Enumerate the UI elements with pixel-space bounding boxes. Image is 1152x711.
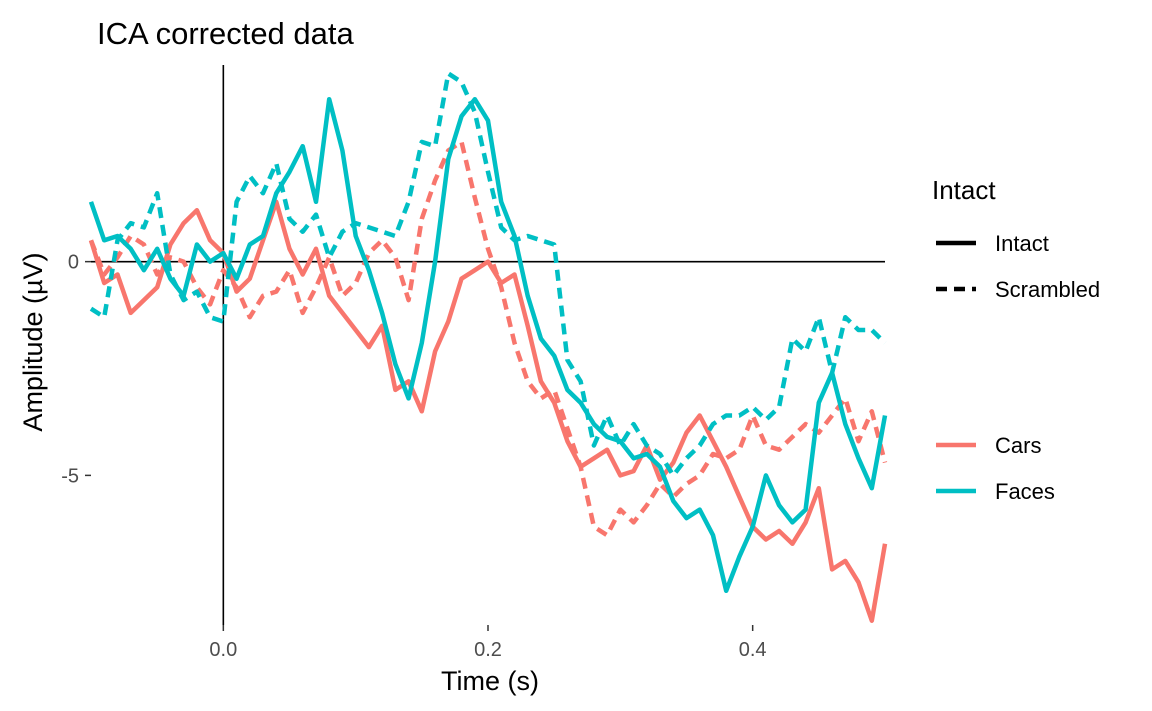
chart-title: ICA corrected data — [97, 16, 355, 51]
y-tick-label: 0 — [68, 252, 79, 274]
plot-area — [88, 65, 888, 625]
x-tick-label: 0.4 — [739, 639, 767, 661]
series-line-cars-scrambled — [88, 139, 888, 538]
x-axis-ticks: 0.0 0.2 0.4 — [209, 625, 767, 661]
series-line-cars-intact — [88, 199, 888, 623]
y-tick-label: -5 — [61, 465, 79, 487]
series-layer — [88, 71, 888, 623]
x-axis-title: Time (s) — [441, 666, 539, 696]
series-line-faces-intact — [88, 96, 888, 594]
legend-label-intact: Intact — [995, 231, 1049, 256]
legend: Intact Intact Scrambled Cars Faces — [932, 175, 1100, 504]
x-tick-label: 0.0 — [209, 639, 237, 661]
legend-label-scrambled: Scrambled — [995, 277, 1100, 302]
series-line-faces-scrambled — [89, 71, 887, 478]
x-tick-label: 0.2 — [474, 639, 502, 661]
legend-label-faces: Faces — [995, 479, 1055, 504]
legend-label-cars: Cars — [995, 433, 1041, 458]
legend-linetype-title: Intact — [932, 175, 996, 205]
y-axis-title: Amplitude (µV) — [18, 252, 48, 431]
y-axis-ticks: 0 -5 — [61, 252, 91, 487]
